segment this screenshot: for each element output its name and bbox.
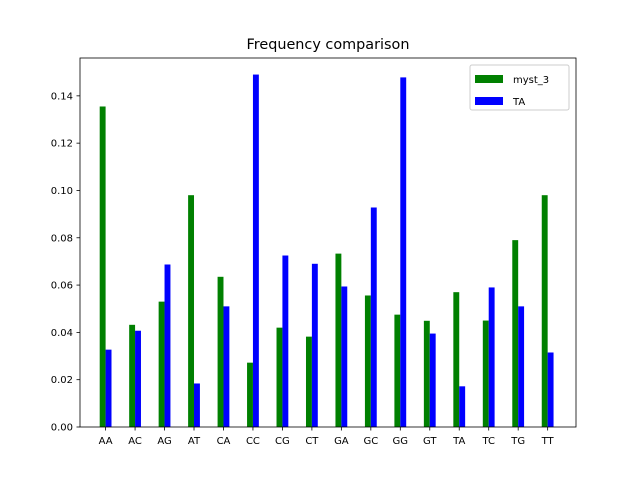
y-tick-label: 0.04 xyxy=(51,328,73,339)
bar-TA-CA xyxy=(223,306,230,427)
bar-TA-CT xyxy=(311,263,318,427)
x-tick-label: CT xyxy=(305,436,319,447)
bar-TA-GA xyxy=(341,286,348,427)
legend-swatch-myst_3 xyxy=(475,75,503,83)
y-tick-label: 0.00 xyxy=(51,423,73,434)
y-axis: 0.00 0.02 0.04 0.06 0.08 0.10 0.12 0.14 xyxy=(51,91,80,434)
x-tick-label: CG xyxy=(275,436,290,447)
bar-myst_3-TG xyxy=(512,240,519,427)
x-tick-label: AT xyxy=(188,436,201,447)
x-tick-label: GA xyxy=(334,436,349,447)
legend-swatch-TA xyxy=(475,97,503,105)
bars-group xyxy=(99,74,554,428)
bar-TA-AG xyxy=(164,264,171,427)
bar-myst_3-CT xyxy=(305,336,312,427)
x-tick-label: GT xyxy=(423,436,437,447)
x-tick-label: TT xyxy=(541,436,555,447)
x-tick-label: TG xyxy=(510,436,525,447)
bar-myst_3-CC xyxy=(247,362,253,427)
chart-title: Frequency comparison xyxy=(247,37,410,53)
x-tick-label: GC xyxy=(363,436,378,447)
x-tick-label: CC xyxy=(246,436,260,447)
bar-TA-TG xyxy=(518,306,525,427)
x-tick-label: TC xyxy=(481,436,495,447)
y-tick-label: 0.08 xyxy=(51,233,73,244)
bar-myst_3-GC xyxy=(364,295,371,427)
bar-myst_3-TA xyxy=(453,292,460,427)
x-tick-label: CA xyxy=(217,436,231,447)
bar-TA-CC xyxy=(252,74,259,428)
bar-myst_3-GA xyxy=(335,253,342,427)
bar-TA-AT xyxy=(194,383,200,427)
legend-label-TA: TA xyxy=(512,97,525,108)
bar-TA-TA xyxy=(459,386,466,427)
bar-myst_3-CG xyxy=(276,327,283,427)
y-tick-label: 0.02 xyxy=(51,375,73,386)
bar-TA-TC xyxy=(488,287,495,427)
bar-myst_3-AT xyxy=(188,195,195,427)
bar-myst_3-GG xyxy=(394,314,401,427)
plot-frame xyxy=(79,57,577,428)
x-tick-label: AA xyxy=(99,436,113,447)
y-tick-label: 0.06 xyxy=(51,281,73,292)
bar-myst_3-CA xyxy=(217,276,224,427)
bar-myst_3-AA xyxy=(99,106,106,427)
y-tick-label: 0.10 xyxy=(51,186,73,197)
bar-myst_3-AC xyxy=(129,324,136,427)
bar-TA-AC xyxy=(135,330,141,427)
y-tick-label: 0.14 xyxy=(51,91,73,102)
bar-myst_3-TC xyxy=(482,320,489,427)
bar-TA-CG xyxy=(282,255,289,427)
legend-label-myst_3: myst_3 xyxy=(513,75,549,86)
x-tick-label: GG xyxy=(393,436,409,447)
y-tick-label: 0.12 xyxy=(51,139,73,150)
bar-myst_3-AG xyxy=(158,301,165,427)
bar-TA-GG xyxy=(400,77,407,428)
x-axis: AA AC AG AT CA CC CG CT GA GC GG GT TA TC TG TT xyxy=(99,427,555,447)
x-tick-label: AG xyxy=(157,436,171,447)
x-tick-label: AC xyxy=(128,436,142,447)
bar-TA-AA xyxy=(105,349,112,427)
legend: myst_3 TA xyxy=(469,64,570,111)
bar-TA-TT xyxy=(547,352,554,427)
bar-TA-GC xyxy=(370,207,377,427)
x-tick-label: TA xyxy=(452,436,465,447)
bar-myst_3-TT xyxy=(541,195,548,427)
bar-TA-GT xyxy=(429,333,436,427)
bar-myst_3-GT xyxy=(423,320,430,427)
